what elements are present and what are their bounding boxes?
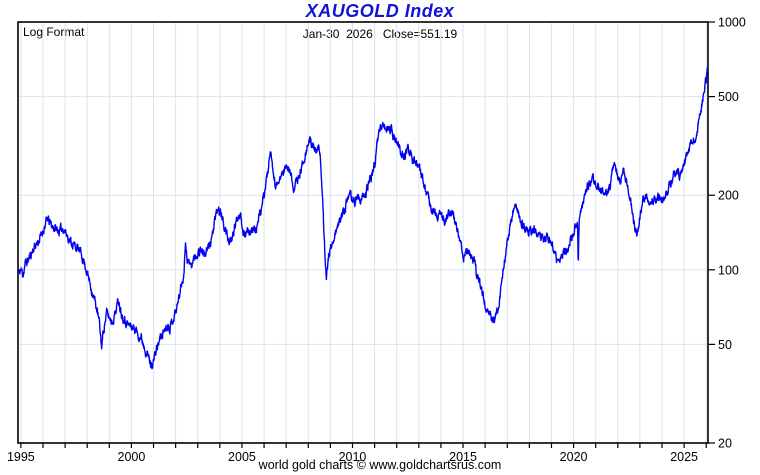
x-tick-label: 2015 bbox=[449, 450, 477, 464]
y-axis: 1000 500 200 100 50 20 bbox=[708, 16, 746, 451]
y-tick-label: 50 bbox=[718, 338, 732, 352]
x-tick-label: 1995 bbox=[7, 450, 35, 464]
x-tick-label: 2010 bbox=[339, 450, 367, 464]
x-tick-label: 2020 bbox=[560, 450, 588, 464]
gridlines bbox=[18, 22, 708, 443]
y-tick-label: 200 bbox=[718, 189, 739, 203]
x-axis: 1995 2000 2005 2010 2015 2020 2025 bbox=[7, 443, 707, 464]
y-tick-label: 1000 bbox=[718, 16, 746, 30]
y-tick-label: 100 bbox=[718, 263, 739, 277]
y-tick-label: 20 bbox=[718, 437, 732, 451]
x-tick-label: 2005 bbox=[228, 450, 256, 464]
scale-format-label: Log Format bbox=[23, 25, 85, 39]
price-line bbox=[17, 66, 709, 370]
y-tick-label: 500 bbox=[718, 90, 739, 104]
plot-frame bbox=[17, 21, 709, 444]
x-tick-label: 2000 bbox=[118, 450, 146, 464]
chart-title: XAUGOLD Index bbox=[305, 1, 455, 21]
attribution: world gold charts © www.goldchartsrus.co… bbox=[258, 458, 502, 472]
x-tick-label: 2025 bbox=[670, 450, 698, 464]
